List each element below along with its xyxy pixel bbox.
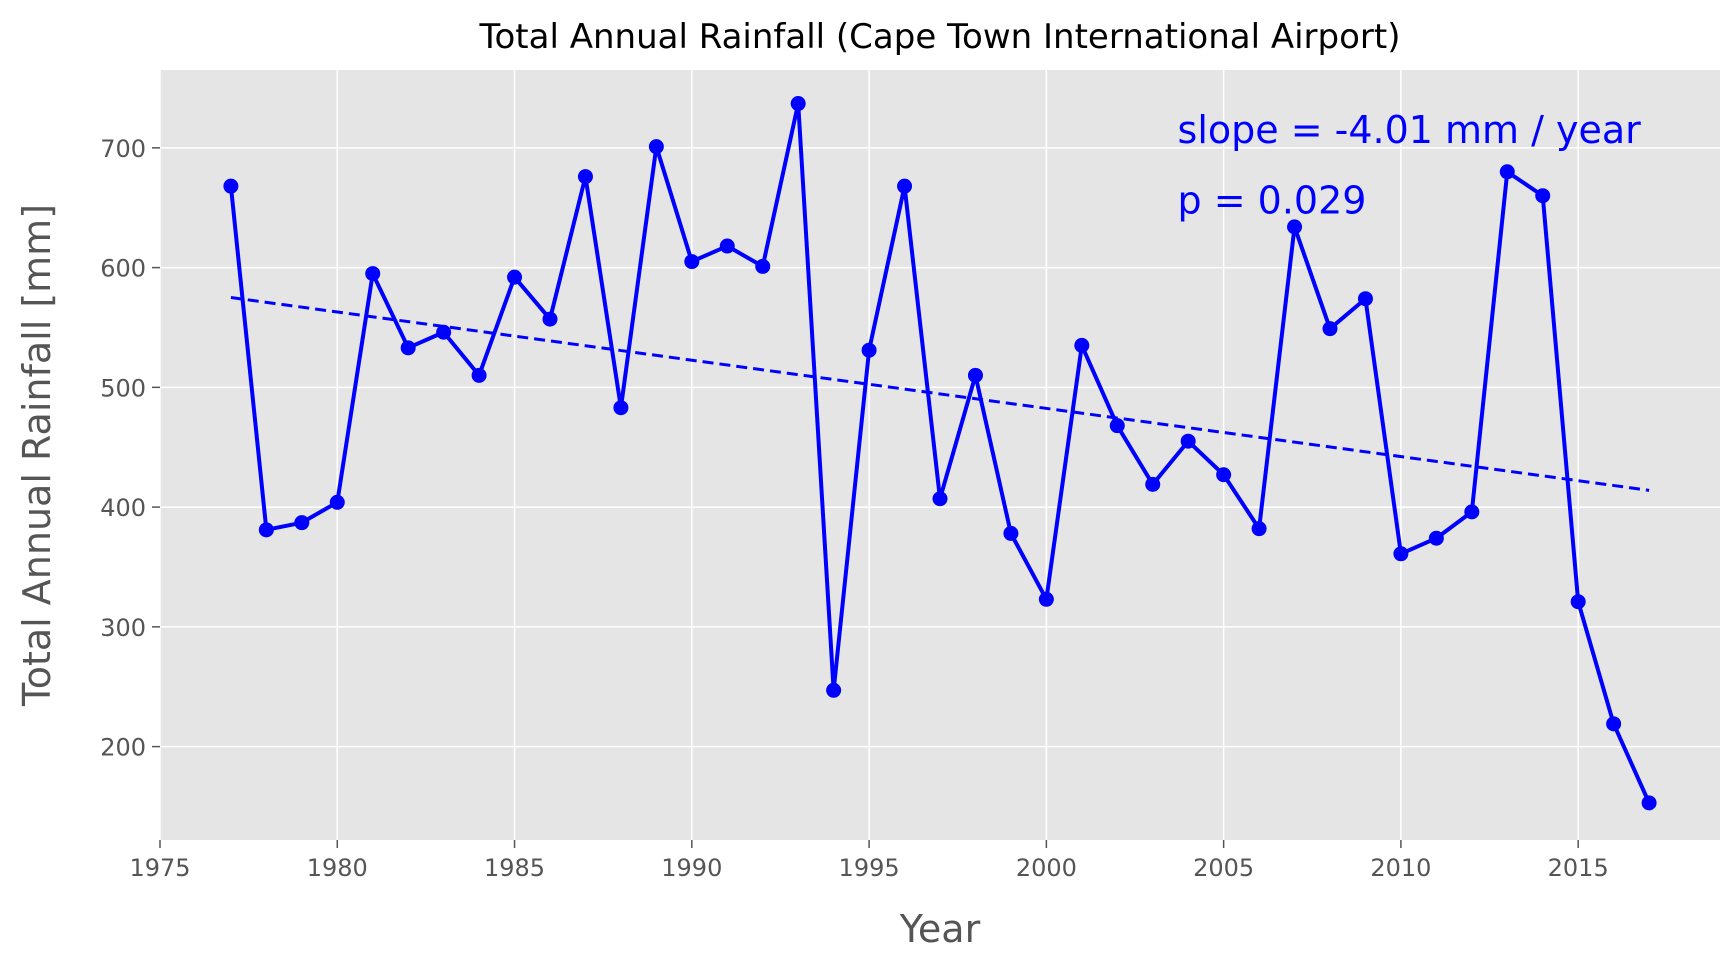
data-point: [1570, 594, 1586, 610]
annotation-text: slope = -4.01 mm / year: [1178, 108, 1642, 152]
y-tick-label: 500: [100, 374, 146, 402]
data-point: [1606, 716, 1622, 732]
data-point: [1251, 521, 1267, 537]
y-tick-label: 600: [100, 255, 146, 283]
data-point: [258, 522, 274, 538]
data-point: [897, 178, 913, 194]
x-tick-label: 1990: [661, 854, 722, 882]
y-axis-ticks: 200 300 400 500 600 700: [100, 135, 160, 762]
data-point: [1003, 525, 1019, 541]
data-point: [967, 367, 983, 383]
plot-area: [160, 70, 1720, 840]
data-point: [1287, 219, 1303, 235]
data-point: [329, 494, 345, 510]
data-point: [1038, 591, 1054, 607]
trend-line: [230, 296, 1650, 492]
x-tick-label: 1980: [307, 854, 368, 882]
x-tick-label: 1995: [839, 854, 900, 882]
x-tick-label: 2015: [1548, 854, 1609, 882]
data-point: [542, 311, 558, 327]
data-point: [223, 178, 239, 194]
y-tick-label: 200: [100, 734, 146, 762]
data-point: [577, 169, 593, 185]
data-series-group: [223, 96, 1657, 811]
data-point: [1074, 337, 1090, 353]
x-axis-ticks: 1975 1980 1985 1990 1995 2000 2005 2010 2015: [129, 840, 1609, 882]
data-point: [861, 342, 877, 358]
y-tick-label: 400: [100, 494, 146, 522]
data-point: [1180, 433, 1196, 449]
data-point: [684, 254, 700, 270]
data-point: [613, 400, 629, 416]
x-tick-label: 2005: [1193, 854, 1254, 882]
data-point: [294, 515, 310, 531]
data-point: [932, 491, 948, 507]
data-point: [1109, 418, 1125, 434]
data-point: [1641, 795, 1657, 811]
data-point: [1428, 530, 1444, 546]
y-tick-label: 300: [100, 614, 146, 642]
data-point: [719, 238, 735, 254]
chart-title: Total Annual Rainfall (Cape Town Interna…: [479, 17, 1401, 57]
data-point: [1357, 291, 1373, 307]
y-tick-label: 700: [100, 135, 146, 163]
x-tick-label: 2000: [1016, 854, 1077, 882]
data-point: [1499, 164, 1515, 180]
y-axis-label: Total Annual Rainfall [mm]: [15, 204, 59, 707]
annotation-text: p = 0.029: [1178, 179, 1367, 223]
data-point: [790, 96, 806, 112]
data-point: [400, 340, 416, 356]
x-tick-label: 2010: [1370, 854, 1431, 882]
data-point: [1393, 546, 1409, 562]
data-point: [1464, 504, 1480, 520]
annotations: slope = -4.01 mm / year p = 0.029: [1178, 108, 1642, 223]
x-tick-label: 1985: [484, 854, 545, 882]
data-point: [1145, 476, 1161, 492]
data-point: [755, 258, 771, 274]
data-point: [1535, 188, 1551, 204]
data-point: [507, 269, 523, 285]
x-axis-label: Year: [899, 907, 981, 951]
data-point: [436, 324, 452, 340]
data-point: [1322, 321, 1338, 337]
data-point: [1216, 467, 1232, 483]
x-tick-label: 1975: [129, 854, 190, 882]
data-point: [365, 266, 381, 282]
data-point: [826, 682, 842, 698]
data-point: [648, 139, 664, 155]
grid: [159, 70, 1720, 840]
trend-line-group: [230, 296, 1650, 492]
data-point: [471, 367, 487, 383]
